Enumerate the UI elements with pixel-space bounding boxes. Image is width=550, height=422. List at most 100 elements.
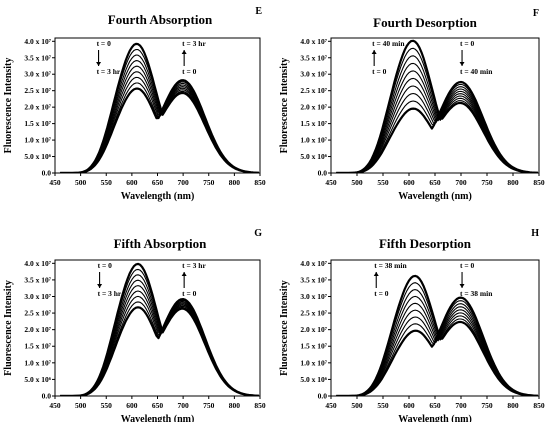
spectrum-line (336, 39, 538, 173)
annotation-right-bottom: t = 38 min (460, 289, 493, 298)
x-tick-label: 650 (152, 401, 164, 410)
spectrum-line (336, 77, 539, 173)
panel-letter: H (531, 228, 539, 239)
annotation-right-bottom: t = 40 min (460, 67, 493, 76)
spectrum-line (336, 274, 538, 396)
spectrum-line (336, 85, 539, 173)
y-tick-label: 4.0 x 10⁷ (24, 37, 51, 46)
panel-e: Fourth Absorption E 450 500 550 600 650 700 750 8… (3, 6, 266, 202)
panel-f: Fourth Desorption F 450 500 550 600 650 700 750 8… (279, 8, 545, 202)
spectrum-line (336, 303, 539, 396)
x-tick-label: 850 (254, 178, 266, 187)
x-tick-label: 600 (403, 401, 415, 410)
y-tick-label: 3.5 x 10⁷ (24, 275, 51, 284)
x-tick-label: 550 (377, 401, 389, 410)
spectrum-line (60, 285, 260, 396)
annotation-left-top: t = 38 min (374, 261, 407, 270)
y-tick-label: 4.0 x 10⁷ (24, 259, 51, 268)
x-tick-label: 450 (49, 178, 61, 187)
y-tick-label: 2.5 x 10⁷ (300, 309, 327, 318)
spectrum-line (60, 299, 260, 396)
spectrum-line (336, 296, 539, 396)
x-tick-label: 800 (507, 401, 519, 410)
panel-title: Fourth Absorption (108, 12, 213, 27)
x-axis-label: Wavelength (nm) (121, 414, 195, 422)
x-tick-label: 700 (455, 178, 467, 187)
x-tick-label: 750 (203, 178, 215, 187)
annotation-right-top: t = 0 (460, 39, 475, 48)
panel-g: Fifth Absorption G 450 500 550 600 650 700 750 80… (3, 228, 266, 422)
y-tick-label: 0.0 (42, 169, 52, 178)
spectrum-line (336, 70, 538, 173)
annotation-right-bottom: t = 0 (182, 289, 197, 298)
x-axis-label: Wavelength (nm) (121, 191, 195, 202)
y-tick-label: 5.0 x 10⁶ (24, 375, 51, 384)
y-axis-label: Fluorescence Intensity (279, 58, 290, 154)
y-tick-label: 4.0 x 10⁷ (300, 259, 327, 268)
y-tick-label: 2.0 x 10⁷ (300, 325, 327, 334)
x-tick-label: 650 (429, 401, 441, 410)
y-axis-label: Fluorescence Intensity (3, 280, 14, 376)
y-tick-label: 1.0 x 10⁷ (24, 136, 51, 145)
panel-h: Fifth Desorption H 450 500 550 600 650 700 750 80… (279, 228, 545, 422)
annotation-left-bottom: t = 3 hr (98, 289, 122, 298)
y-tick-label: 3.0 x 10⁷ (24, 70, 51, 79)
y-tick-label: 3.5 x 10⁷ (300, 53, 327, 62)
x-tick-label: 700 (178, 401, 190, 410)
y-tick-label: 0.0 (318, 169, 328, 178)
spectra (336, 39, 539, 173)
y-tick-label: 3.0 x 10⁷ (300, 70, 327, 79)
spectrum-line (336, 300, 539, 396)
x-tick-label: 550 (101, 401, 113, 410)
spectrum-line (60, 298, 260, 396)
x-tick-label: 550 (101, 178, 113, 187)
annotation-right-top: t = 0 (460, 261, 475, 270)
right-arrow-head (459, 62, 465, 66)
y-tick-label: 5.0 x 10⁶ (24, 152, 51, 161)
right-arrow-head (459, 284, 465, 288)
y-tick-label: 1.0 x 10⁷ (300, 136, 327, 145)
x-tick-label: 600 (126, 401, 138, 410)
y-tick-label: 0.0 (42, 392, 52, 401)
x-tick-label: 450 (49, 401, 61, 410)
spectrum-line (336, 295, 539, 396)
spectrum-line (60, 290, 260, 396)
annotation-left-bottom: t = 3 hr (97, 67, 121, 76)
annotation-left-bottom: t = 0 (372, 67, 387, 76)
y-tick-label: 3.0 x 10⁷ (24, 292, 51, 301)
spectrum-line (336, 302, 539, 396)
y-tick-label: 1.5 x 10⁷ (24, 342, 51, 351)
spectra (60, 42, 260, 173)
annotation-left-bottom: t = 0 (374, 289, 389, 298)
x-tick-label: 500 (351, 178, 363, 187)
panel-letter: E (255, 6, 262, 17)
panel-title: Fifth Desorption (379, 236, 472, 251)
x-tick-label: 850 (254, 401, 266, 410)
y-tick-label: 4.0 x 10⁷ (300, 37, 327, 46)
right-arrow-head (181, 50, 187, 54)
y-tick-label: 2.5 x 10⁷ (24, 309, 51, 318)
left-arrow-head (96, 62, 102, 66)
spectrum-line (60, 65, 260, 173)
spectrum-line (60, 295, 260, 396)
annotation-right-top: t = 3 hr (182, 39, 206, 48)
spectrum-line (336, 80, 539, 173)
spectrum-line (336, 289, 538, 396)
annotation-left-top: t = 0 (97, 39, 112, 48)
y-tick-label: 1.0 x 10⁷ (24, 358, 51, 367)
y-tick-label: 1.0 x 10⁷ (300, 358, 327, 367)
left-arrow-head (373, 272, 379, 276)
y-tick-label: 2.0 x 10⁷ (24, 103, 51, 112)
annotation-left-top: t = 0 (98, 261, 113, 270)
y-tick-label: 1.5 x 10⁷ (24, 119, 51, 128)
x-tick-label: 750 (481, 401, 493, 410)
annotation-right-bottom: t = 0 (182, 67, 197, 76)
y-axis-label: Fluorescence Intensity (3, 58, 14, 154)
x-tick-label: 500 (75, 401, 87, 410)
spectrum-line (336, 83, 539, 173)
x-tick-label: 800 (229, 178, 241, 187)
y-tick-label: 5.0 x 10⁶ (300, 152, 327, 161)
y-tick-label: 2.0 x 10⁷ (24, 325, 51, 334)
x-tick-label: 600 (403, 178, 415, 187)
